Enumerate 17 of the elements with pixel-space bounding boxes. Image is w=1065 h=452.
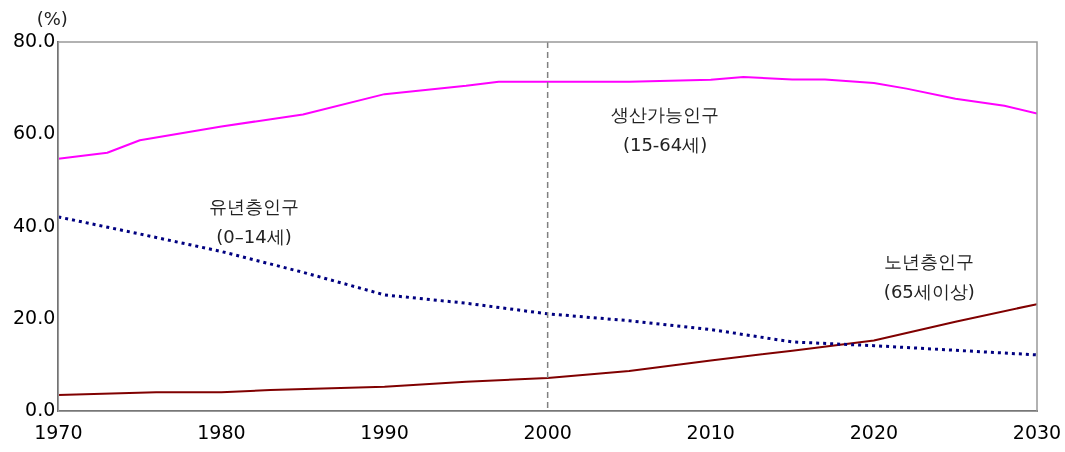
line-series [58, 215, 1037, 357]
series-label: 노년층인구 (65세이상) [883, 251, 975, 303]
x-tick-label: 2000 [523, 420, 572, 443]
y-tick-label: 60.0 [12, 121, 56, 144]
y-tick-label: 0.0 [25, 398, 56, 421]
x-tick-label: 1990 [360, 420, 409, 443]
x-tick-label: 1970 [34, 420, 83, 443]
series-label: 유년층인구 (0–14세) [209, 195, 300, 247]
x-tick-label: 1980 [197, 420, 246, 443]
x-tick-label: 2030 [1012, 420, 1062, 443]
x-tick-label: 2010 [686, 420, 735, 443]
x-tick-label: 2020 [849, 420, 899, 443]
y-axis-title: (%) [36, 7, 68, 29]
series-label: 생산가능인구 (15-64세) [611, 103, 720, 155]
y-tick-label: 40.0 [12, 213, 56, 236]
y-tick-label: 20.0 [12, 305, 56, 328]
y-tick-label: 80.0 [12, 28, 56, 51]
